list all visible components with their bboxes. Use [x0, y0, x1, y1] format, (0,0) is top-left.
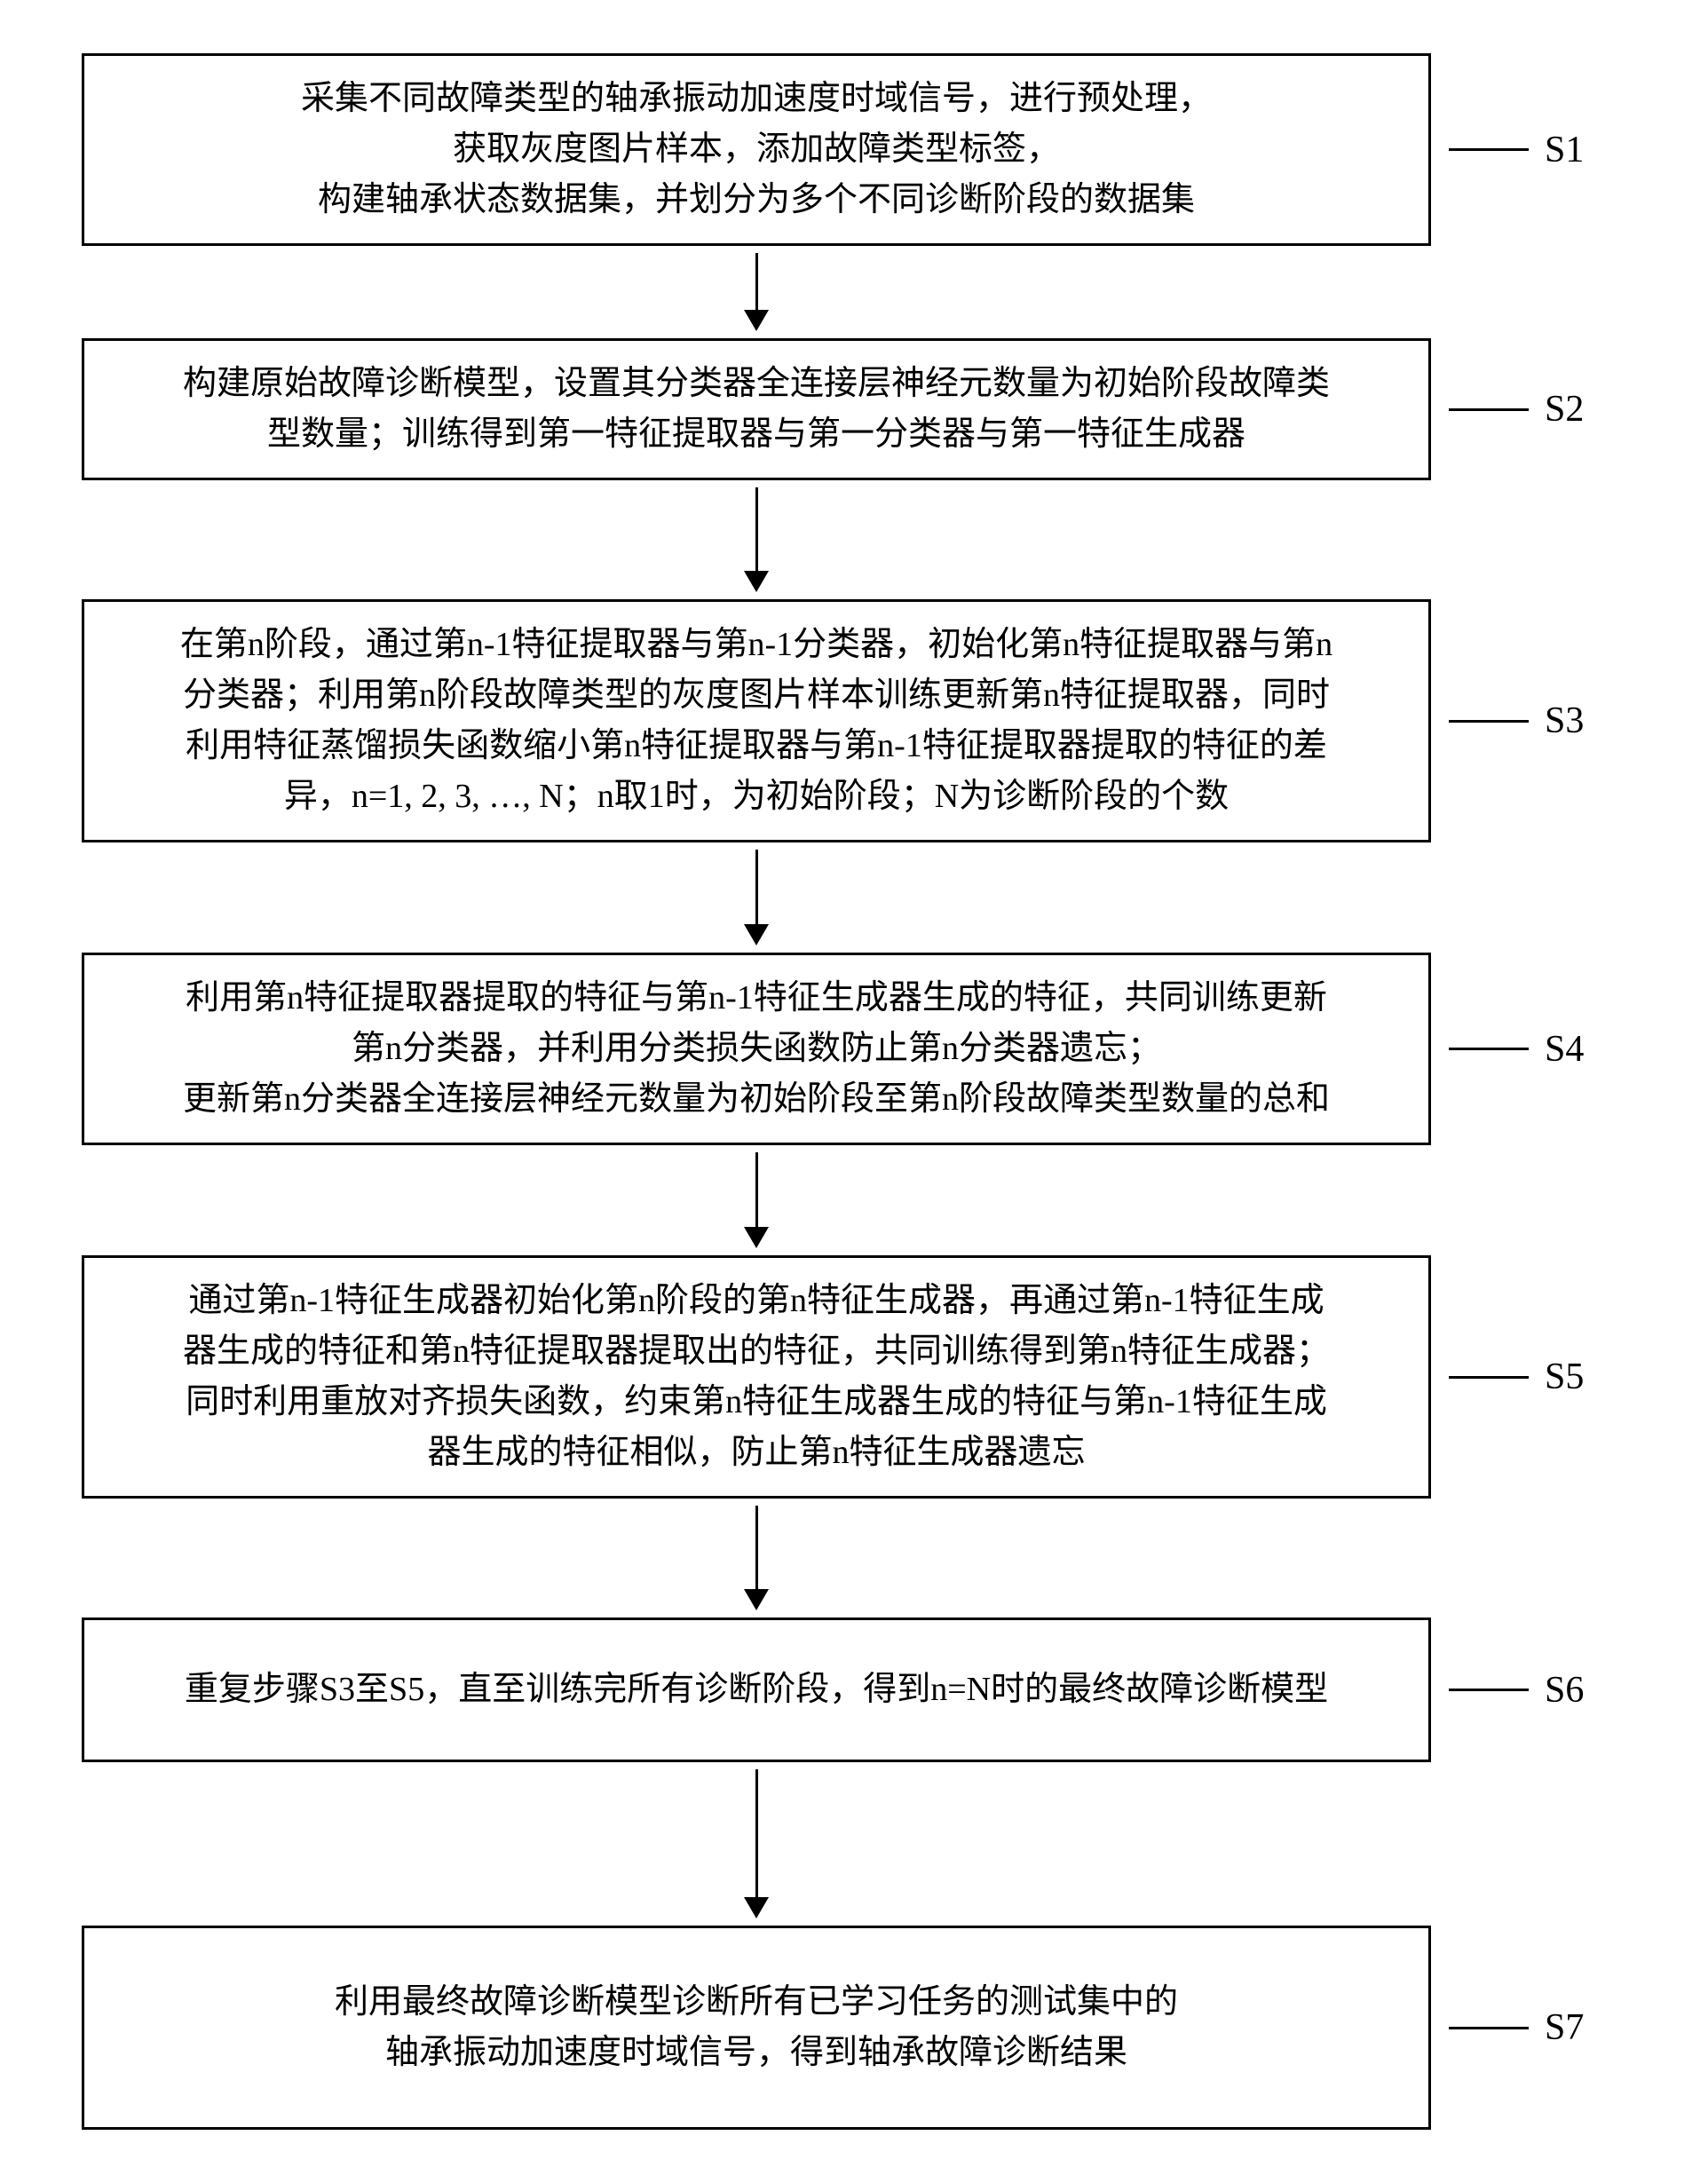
- connector-line: [1449, 148, 1529, 151]
- step-box-s3: 在第n阶段，通过第n-1特征提取器与第n-1分类器，初始化第n特征提取器与第n …: [82, 599, 1431, 842]
- arrow-down-icon: [744, 1152, 769, 1248]
- connector-line: [1449, 408, 1529, 411]
- arrow-head-icon: [744, 1897, 769, 1918]
- arrow-shaft: [755, 1152, 758, 1229]
- arrow-shaft: [755, 253, 758, 312]
- step-text: 同时利用重放对齐损失函数，约束第n特征生成器生成的特征与第n-1特征生成: [186, 1383, 1327, 1420]
- arrow-shaft: [755, 850, 758, 926]
- step-text: 通过第n-1特征生成器初始化第n阶段的第n特征生成器，再通过第n-1特征生成: [188, 1282, 1324, 1319]
- step-label-s6: S6: [1545, 1669, 1584, 1712]
- arrow-down-icon: [744, 1506, 769, 1610]
- step-text: 型数量；训练得到第一特征提取器与第一分类器与第一特征生成器: [267, 415, 1245, 453]
- step-row-s1: 采集不同故障类型的轴承振动加速度时域信号，进行预处理， 获取灰度图片样本，添加故…: [36, 53, 1672, 246]
- connector-line: [1449, 1376, 1529, 1379]
- step-row-s6: 重复步骤S3至S5，直至训练完所有诊断阶段，得到n=N时的最终故障诊断模型 S6: [36, 1617, 1672, 1762]
- step-label-wrap: S6: [1449, 1669, 1626, 1712]
- step-label-s5: S5: [1545, 1356, 1584, 1398]
- step-text: 器生成的特征和第n特征提取器提取出的特征，共同训练得到第n特征生成器；: [183, 1333, 1330, 1370]
- connector-line: [1449, 2027, 1529, 2029]
- step-label-wrap: S1: [1449, 129, 1626, 171]
- connector-line: [1449, 1689, 1529, 1691]
- arrow-shaft: [755, 487, 758, 573]
- step-row-s5: 通过第n-1特征生成器初始化第n阶段的第n特征生成器，再通过第n-1特征生成 器…: [36, 1255, 1672, 1499]
- step-row-s4: 利用第n特征提取器提取的特征与第n-1特征生成器生成的特征，共同训练更新 第n分…: [36, 953, 1672, 1145]
- step-label-wrap: S5: [1449, 1356, 1626, 1398]
- step-text: 异，n=1, 2, 3, …, N；n取1时，为初始阶段；N为诊断阶段的个数: [284, 778, 1229, 815]
- step-text: 重复步骤S3至S5，直至训练完所有诊断阶段，得到n=N时的最终故障诊断模型: [185, 1671, 1328, 1708]
- arrow-head-icon: [744, 1227, 769, 1248]
- step-text: 利用最终故障诊断模型诊断所有已学习任务的测试集中的: [335, 1983, 1178, 2021]
- connector-line: [1449, 720, 1529, 723]
- step-label-s1: S1: [1545, 129, 1584, 171]
- arrow-head-icon: [744, 310, 769, 331]
- step-text: 利用特征蒸馏损失函数缩小第n特征提取器与第n-1特征提取器提取的特征的差: [186, 727, 1327, 764]
- step-row-s2: 构建原始故障诊断模型，设置其分类器全连接层神经元数量为初始阶段故障类 型数量；训…: [36, 338, 1672, 480]
- step-text: 更新第n分类器全连接层神经元数量为初始阶段至第n阶段故障类型数量的总和: [183, 1080, 1330, 1118]
- arrow-down-icon: [744, 487, 769, 592]
- step-box-s2: 构建原始故障诊断模型，设置其分类器全连接层神经元数量为初始阶段故障类 型数量；训…: [82, 338, 1431, 480]
- step-box-s7: 利用最终故障诊断模型诊断所有已学习任务的测试集中的 轴承振动加速度时域信号，得到…: [82, 1926, 1431, 2130]
- step-box-s6: 重复步骤S3至S5，直至训练完所有诊断阶段，得到n=N时的最终故障诊断模型: [82, 1617, 1431, 1762]
- step-label-s2: S2: [1545, 388, 1584, 431]
- step-text: 器生成的特征相似，防止第n特征生成器遗忘: [427, 1434, 1085, 1471]
- step-text: 构建轴承状态数据集，并划分为多个不同诊断阶段的数据集: [318, 181, 1195, 218]
- step-row-s3: 在第n阶段，通过第n-1特征提取器与第n-1分类器，初始化第n特征提取器与第n …: [36, 599, 1672, 842]
- arrow-down-icon: [744, 1769, 769, 1918]
- step-text: 分类器；利用第n阶段故障类型的灰度图片样本训练更新第n特征提取器，同时: [183, 676, 1330, 714]
- step-box-s5: 通过第n-1特征生成器初始化第n阶段的第n特征生成器，再通过第n-1特征生成 器…: [82, 1255, 1431, 1499]
- connector-line: [1449, 1048, 1529, 1050]
- arrow-shaft: [755, 1769, 758, 1899]
- arrow-shaft: [755, 1506, 758, 1591]
- arrow-down-icon: [744, 253, 769, 331]
- step-label-wrap: S4: [1449, 1028, 1626, 1071]
- step-label-wrap: S3: [1449, 700, 1626, 742]
- step-text: 构建原始故障诊断模型，设置其分类器全连接层神经元数量为初始阶段故障类: [183, 365, 1330, 402]
- step-text: 获取灰度图片样本，添加故障类型标签，: [453, 131, 1060, 168]
- step-text: 轴承振动加速度时域信号，得到轴承故障诊断结果: [385, 2034, 1127, 2071]
- step-text: 采集不同故障类型的轴承振动加速度时域信号，进行预处理，: [301, 80, 1212, 117]
- step-row-s7: 利用最终故障诊断模型诊断所有已学习任务的测试集中的 轴承振动加速度时域信号，得到…: [36, 1926, 1672, 2130]
- step-text: 利用第n特征提取器提取的特征与第n-1特征生成器生成的特征，共同训练更新: [186, 979, 1327, 1016]
- arrow-head-icon: [744, 924, 769, 945]
- arrow-head-icon: [744, 571, 769, 592]
- arrow-head-icon: [744, 1589, 769, 1610]
- step-label-s3: S3: [1545, 700, 1584, 742]
- step-box-s4: 利用第n特征提取器提取的特征与第n-1特征生成器生成的特征，共同训练更新 第n分…: [82, 953, 1431, 1145]
- step-box-s1: 采集不同故障类型的轴承振动加速度时域信号，进行预处理， 获取灰度图片样本，添加故…: [82, 53, 1431, 246]
- flowchart: 采集不同故障类型的轴承振动加速度时域信号，进行预处理， 获取灰度图片样本，添加故…: [36, 53, 1672, 2130]
- step-label-s4: S4: [1545, 1028, 1584, 1071]
- step-text: 在第n阶段，通过第n-1特征提取器与第n-1分类器，初始化第n特征提取器与第n: [180, 626, 1332, 663]
- arrow-down-icon: [744, 850, 769, 945]
- step-label-wrap: S2: [1449, 388, 1626, 431]
- step-label-wrap: S7: [1449, 2006, 1626, 2049]
- step-text: 第n分类器，并利用分类损失函数防止第n分类器遗忘；: [352, 1030, 1161, 1067]
- step-label-s7: S7: [1545, 2006, 1584, 2049]
